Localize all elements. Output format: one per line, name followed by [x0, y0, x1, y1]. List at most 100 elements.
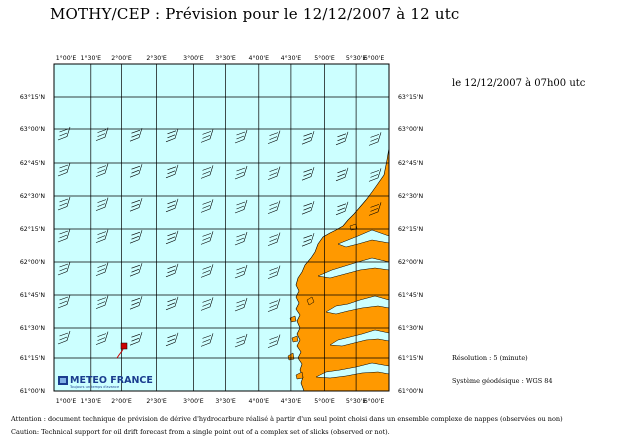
lat-label-left: 62°30'N — [20, 192, 46, 200]
wind-barbs — [57, 126, 382, 348]
lat-lon-grid — [53, 64, 390, 392]
wind-barb-icon — [335, 131, 349, 146]
wind-barb-icon — [301, 167, 315, 181]
wind-barb-icon — [57, 228, 71, 243]
lat-label-right: 61°15'N — [398, 354, 424, 362]
wind-barb-icon — [335, 167, 349, 182]
wind-barb-icon — [57, 126, 71, 141]
caution-note: Caution: Technical support for oil drift… — [11, 428, 390, 436]
fjords — [315, 229, 390, 379]
lat-label-right: 62°30'N — [398, 192, 424, 200]
lon-label-top: 5°00'E — [314, 54, 335, 62]
lat-label-left: 61°00'N — [20, 387, 46, 395]
wind-barb-icon — [234, 129, 248, 144]
geodesic-text: Système géodésique : WGS 84 — [452, 377, 553, 385]
lon-label-bottom: 2°00'E — [111, 397, 132, 405]
wind-barb-icon — [234, 199, 248, 214]
axis-labels: 1°00'E 1°30'E 2°00'E 2°30'E 3°00'E 3°30'E 4°00… — [20, 54, 424, 405]
wind-barb-icon — [95, 197, 109, 211]
wind-barb-icon — [57, 261, 71, 276]
wind-barb-icon — [335, 201, 349, 216]
wind-barb-icon — [129, 128, 143, 142]
wind-barb-icon — [57, 162, 71, 177]
wind-barb-icon — [129, 332, 143, 346]
wind-barb-icon — [165, 230, 179, 245]
wind-barb-icon — [267, 298, 281, 312]
wind-barb-icon — [200, 129, 214, 143]
lon-label-bottom: 1°00'E — [56, 397, 77, 405]
wind-barb-icon — [234, 165, 248, 180]
lon-label-top: 4°00'E — [249, 54, 270, 62]
wind-barb-icon — [267, 200, 281, 214]
lat-label-left: 63°00'N — [20, 125, 46, 133]
lon-label-top: 1°00'E — [56, 54, 77, 62]
lon-label-top: 3°30'E — [215, 54, 236, 62]
wind-barb-icon — [129, 164, 143, 178]
wind-barb-icon — [200, 264, 214, 278]
lon-label-top: 2°00'E — [111, 54, 132, 62]
wind-barb-icon — [129, 198, 143, 212]
wind-barb-icon — [95, 295, 109, 309]
wind-barb-icon — [368, 202, 382, 216]
wind-barb-icon — [57, 330, 71, 345]
wind-barb-icon — [267, 232, 281, 246]
spill-point-marker — [120, 342, 128, 350]
lat-label-right: 63°15'N — [398, 93, 424, 101]
lat-label-left: 63°15'N — [20, 93, 46, 101]
lon-label-bottom: 6°00'E — [364, 397, 385, 405]
wind-barb-icon — [234, 231, 248, 246]
logo-tagline: Toujours un temps d'avance — [70, 385, 120, 389]
lon-label-bottom: 5°00'E — [314, 397, 335, 405]
lat-label-left: 61°30'N — [20, 324, 46, 332]
lon-label-top: 6°00'E — [364, 54, 385, 62]
attention-note: Attention : document technique de prévis… — [11, 415, 563, 423]
wind-barb-icon — [234, 297, 248, 312]
wind-barb-icon — [165, 164, 179, 179]
lon-label-bottom: 5°30'E — [346, 397, 367, 405]
lon-label-bottom: 3°00'E — [183, 397, 204, 405]
wind-barb-icon — [200, 297, 214, 311]
wind-barb-icon — [301, 233, 315, 247]
wind-barb-icon — [165, 128, 179, 143]
wind-barb-icon — [200, 199, 214, 213]
wind-barb-icon — [129, 296, 143, 310]
lon-label-bottom: 3°30'E — [215, 397, 236, 405]
lon-label-top: 1°30'E — [81, 54, 102, 62]
lon-label-bottom: 4°30'E — [281, 397, 302, 405]
logo-name: METEO FRANCE — [70, 375, 153, 386]
resolution-text: Résolution : 5 (minute) — [452, 354, 528, 362]
wind-barb-icon — [95, 229, 109, 243]
lon-label-top: 5°30'E — [346, 54, 367, 62]
wind-barb-icon — [301, 201, 315, 215]
wind-barb-icon — [200, 333, 214, 347]
wind-barb-icon — [368, 168, 382, 182]
meteo-france-logo-icon — [58, 376, 68, 385]
wind-barb-icon — [95, 262, 109, 276]
wind-barb-icon — [57, 294, 71, 309]
wind-barb-icon — [301, 131, 315, 145]
wind-barb-icon — [200, 165, 214, 179]
lon-label-bottom: 2°30'E — [146, 397, 167, 405]
lon-label-bottom: 4°00'E — [249, 397, 270, 405]
lon-label-top: 2°30'E — [146, 54, 167, 62]
wind-barb-icon — [165, 296, 179, 311]
lon-label-top: 4°30'E — [281, 54, 302, 62]
meteo-france-logo: METEO FRANCE Toujours un temps d'avance — [58, 375, 153, 389]
lat-label-right: 61°45'N — [398, 291, 424, 299]
lat-label-left: 61°15'N — [20, 354, 46, 362]
lat-label-left: 62°00'N — [20, 258, 46, 266]
lat-label-left: 62°45'N — [20, 159, 46, 167]
wind-barb-icon — [165, 263, 179, 278]
drift-trajectory — [116, 342, 128, 359]
wind-barb-icon — [95, 163, 109, 177]
lat-label-right: 62°45'N — [398, 159, 424, 167]
wind-barb-icon — [234, 333, 248, 348]
lat-label-right: 61°00'N — [398, 387, 424, 395]
wind-barb-icon — [267, 265, 281, 279]
page-title: MOTHY/CEP : Prévision pour le 12/12/2007… — [50, 5, 460, 23]
lon-label-top: 3°00'E — [183, 54, 204, 62]
lon-label-bottom: 1°30'E — [81, 397, 102, 405]
wind-barb-icon — [368, 132, 382, 146]
wind-barb-icon — [129, 263, 143, 277]
